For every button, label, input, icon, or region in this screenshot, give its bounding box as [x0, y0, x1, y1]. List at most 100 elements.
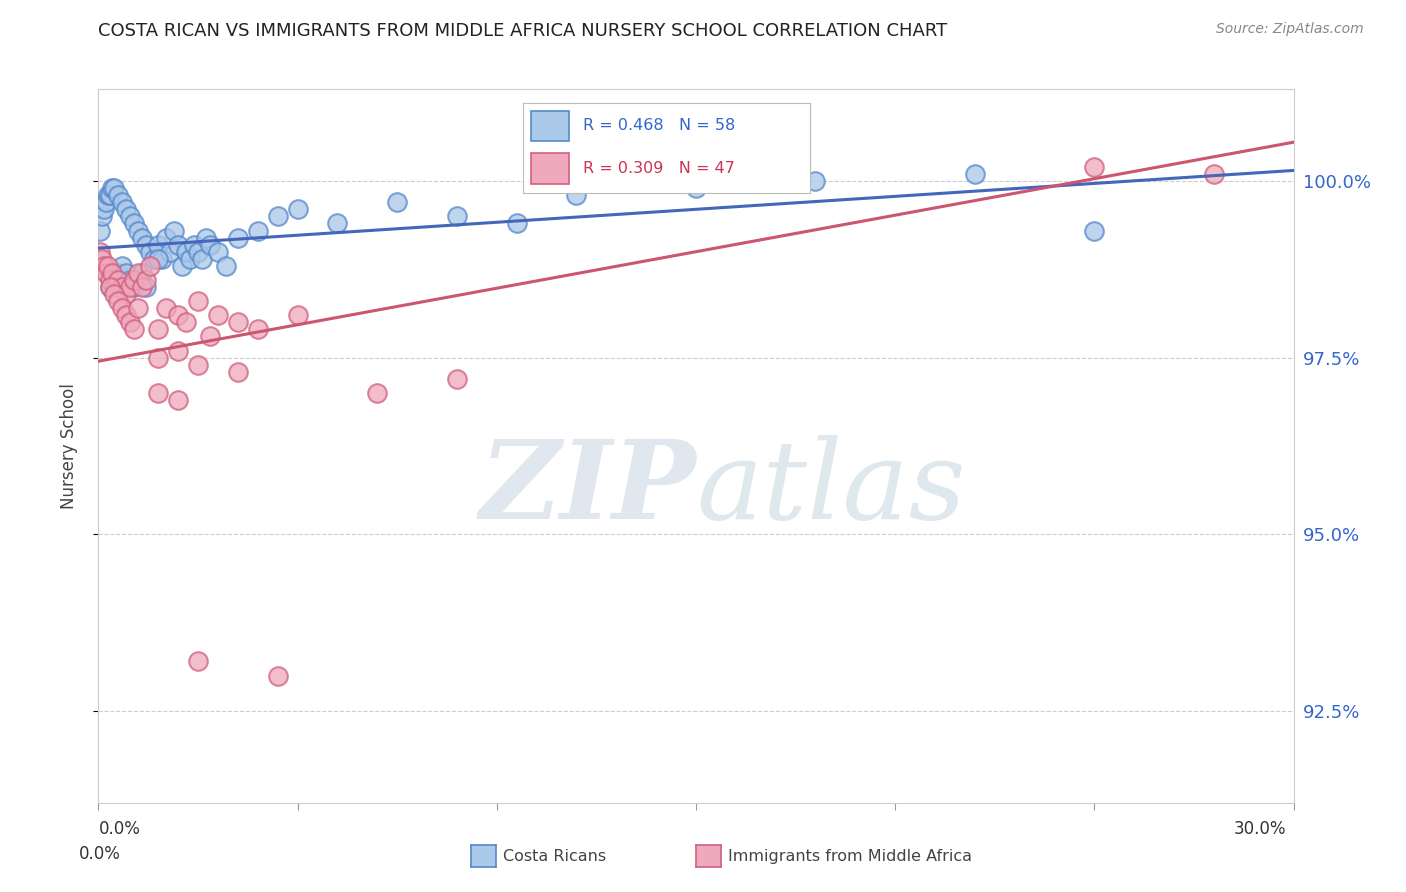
Point	[215, 259, 238, 273]
Text: Source: ZipAtlas.com: Source: ZipAtlas.com	[1216, 22, 1364, 37]
Point	[174, 244, 197, 259]
Point	[139, 244, 162, 259]
Point	[98, 188, 122, 202]
Point	[115, 202, 138, 217]
Point	[187, 294, 209, 309]
Point	[115, 287, 138, 301]
Text: ZIP: ZIP	[479, 435, 696, 542]
Text: Costa Ricans: Costa Ricans	[503, 849, 606, 863]
Point	[226, 315, 249, 329]
Point	[385, 195, 409, 210]
Point	[101, 181, 124, 195]
Point	[127, 266, 149, 280]
Point	[98, 273, 122, 287]
Point	[111, 259, 134, 273]
Point	[124, 216, 146, 230]
Point	[93, 202, 115, 217]
Point	[124, 280, 146, 294]
Point	[124, 322, 146, 336]
Point	[120, 210, 142, 224]
Point	[963, 167, 986, 181]
Point	[207, 308, 229, 322]
Point	[174, 315, 197, 329]
Point	[107, 266, 129, 280]
Point	[148, 386, 170, 401]
Point	[198, 237, 221, 252]
Point	[159, 244, 181, 259]
Point	[131, 266, 153, 280]
Point	[366, 386, 388, 401]
Point	[326, 216, 349, 230]
Point	[150, 252, 173, 266]
Point	[207, 244, 229, 259]
Point	[127, 223, 149, 237]
Point	[111, 280, 134, 294]
Point	[183, 237, 205, 252]
Point	[179, 252, 201, 266]
Point	[89, 244, 111, 259]
Point	[226, 230, 249, 244]
Point	[198, 329, 221, 343]
Point	[155, 301, 177, 316]
Point	[131, 280, 153, 294]
Point	[172, 259, 194, 273]
Point	[167, 237, 190, 252]
Point	[115, 266, 138, 280]
Point	[103, 280, 125, 294]
Point	[97, 188, 120, 202]
Point	[97, 259, 120, 273]
Point	[91, 210, 114, 224]
Point	[167, 308, 190, 322]
Point	[111, 301, 134, 316]
Point	[565, 188, 588, 202]
Point	[167, 393, 190, 408]
Point	[143, 252, 166, 266]
Point	[187, 244, 209, 259]
Point	[115, 308, 138, 322]
Text: 30.0%: 30.0%	[1234, 820, 1286, 838]
Point	[120, 315, 142, 329]
Point	[98, 280, 122, 294]
Point	[167, 343, 190, 358]
Point	[131, 230, 153, 244]
Point	[246, 223, 269, 237]
Point	[685, 181, 707, 195]
Point	[135, 237, 157, 252]
Point	[187, 358, 209, 372]
Text: COSTA RICAN VS IMMIGRANTS FROM MIDDLE AFRICA NURSERY SCHOOL CORRELATION CHART: COSTA RICAN VS IMMIGRANTS FROM MIDDLE AF…	[98, 22, 948, 40]
Point	[135, 280, 157, 294]
Point	[804, 174, 827, 188]
Point	[446, 372, 468, 386]
Point	[93, 259, 115, 273]
Point	[195, 230, 218, 244]
Point	[107, 188, 129, 202]
Point	[98, 280, 122, 294]
Point	[107, 273, 129, 287]
Y-axis label: Nursery School: Nursery School	[59, 383, 77, 509]
Point	[148, 237, 170, 252]
Point	[135, 273, 157, 287]
Point	[96, 266, 118, 280]
Point	[1083, 160, 1105, 174]
Point	[89, 223, 111, 237]
Text: 0.0%: 0.0%	[98, 820, 141, 838]
Point	[103, 287, 125, 301]
Text: 0.0%: 0.0%	[79, 846, 121, 863]
Point	[127, 273, 149, 287]
Point	[506, 216, 529, 230]
Point	[155, 230, 177, 244]
Point	[267, 210, 290, 224]
Point	[120, 280, 142, 294]
Point	[101, 266, 124, 280]
Point	[267, 668, 290, 682]
Point	[187, 655, 209, 669]
Point	[103, 273, 125, 287]
Point	[163, 223, 186, 237]
Point	[120, 273, 142, 287]
Point	[103, 181, 125, 195]
Point	[111, 195, 134, 210]
Point	[226, 365, 249, 379]
Point	[91, 252, 114, 266]
Point	[124, 273, 146, 287]
Point	[96, 195, 118, 210]
